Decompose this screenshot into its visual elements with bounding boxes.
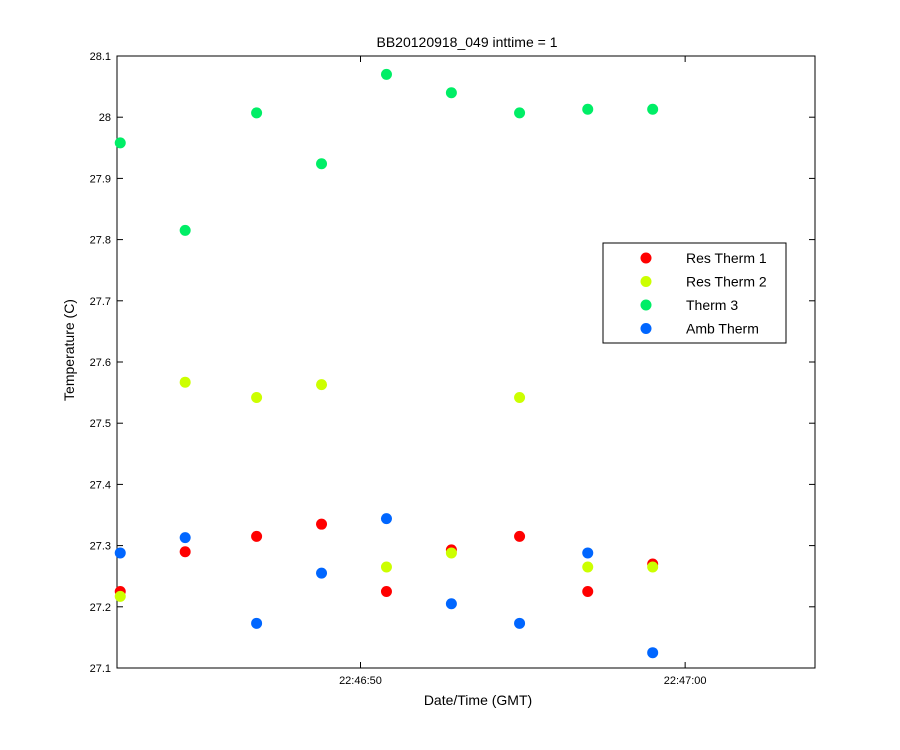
data-point bbox=[647, 103, 659, 115]
y-tick-label: 27.1 bbox=[90, 663, 111, 675]
data-point bbox=[179, 532, 191, 544]
y-tick-label: 27.6 bbox=[90, 357, 111, 369]
data-points bbox=[114, 68, 659, 659]
series-amb-therm bbox=[114, 513, 659, 659]
legend-marker bbox=[640, 299, 652, 311]
y-tick-label: 28.1 bbox=[90, 51, 111, 63]
data-point bbox=[114, 137, 126, 149]
data-point bbox=[445, 547, 457, 559]
legend-label: Therm 3 bbox=[686, 297, 738, 313]
data-point bbox=[514, 391, 526, 403]
legend: Res Therm 1 Res Therm 2 Therm 3 Amb Therm bbox=[602, 242, 787, 344]
x-axis: 22:46:50 22:47:00 bbox=[339, 56, 707, 687]
data-point bbox=[380, 68, 392, 80]
y-tick-label: 27.4 bbox=[90, 479, 111, 491]
legend-marker bbox=[640, 276, 652, 287]
data-point bbox=[445, 87, 457, 99]
data-point bbox=[582, 103, 594, 115]
data-point bbox=[179, 376, 191, 388]
data-point bbox=[582, 561, 594, 573]
data-point bbox=[514, 530, 526, 542]
data-point bbox=[647, 561, 659, 573]
plot-area bbox=[116, 55, 816, 669]
data-point bbox=[251, 617, 263, 629]
y-tick-label: 27.5 bbox=[90, 418, 111, 430]
data-point bbox=[514, 617, 526, 629]
x-tick-label: 22:46:50 bbox=[339, 675, 382, 687]
y-tick-label: 28 bbox=[99, 112, 111, 124]
data-point bbox=[114, 590, 126, 602]
data-point bbox=[114, 547, 126, 559]
data-point bbox=[179, 224, 191, 236]
x-axis-label: Date/Time (GMT) bbox=[424, 692, 532, 708]
data-point bbox=[316, 158, 328, 170]
legend-marker bbox=[640, 252, 652, 264]
y-tick-label: 27.8 bbox=[90, 235, 111, 247]
data-point bbox=[251, 530, 263, 542]
data-point bbox=[647, 647, 659, 659]
legend-marker bbox=[640, 323, 652, 334]
series-res-therm-2 bbox=[114, 376, 659, 602]
chart-title: BB20120918_049 inttime = 1 bbox=[377, 34, 558, 50]
y-tick-label: 27.7 bbox=[90, 296, 111, 308]
y-tick-label: 27.2 bbox=[90, 602, 111, 614]
y-axis-label: Temperature (C) bbox=[61, 299, 77, 401]
legend-label: Res Therm 1 bbox=[686, 250, 767, 266]
y-tick-label: 27.9 bbox=[90, 173, 111, 185]
legend-box bbox=[602, 242, 787, 344]
y-tick-label: 27.3 bbox=[90, 541, 111, 553]
data-point bbox=[251, 391, 263, 403]
data-point bbox=[380, 561, 392, 573]
data-point bbox=[179, 546, 191, 558]
data-point bbox=[380, 586, 392, 597]
legend-label: Amb Therm bbox=[686, 321, 759, 337]
legend-label: Res Therm 2 bbox=[686, 274, 767, 290]
data-point bbox=[514, 107, 526, 119]
data-point bbox=[582, 547, 594, 559]
data-point bbox=[316, 567, 328, 579]
series-therm-3 bbox=[114, 68, 659, 236]
x-tick-label: 22:47:00 bbox=[664, 675, 707, 687]
data-point bbox=[251, 107, 263, 119]
data-point bbox=[445, 598, 457, 610]
data-point bbox=[380, 513, 392, 525]
data-point bbox=[582, 586, 594, 597]
y-axis: 27.1 27.2 27.3 27.4 27.5 27.6 27.7 27.8 27.9 28 28… bbox=[90, 51, 815, 675]
data-point bbox=[316, 379, 328, 391]
data-point bbox=[316, 518, 328, 530]
